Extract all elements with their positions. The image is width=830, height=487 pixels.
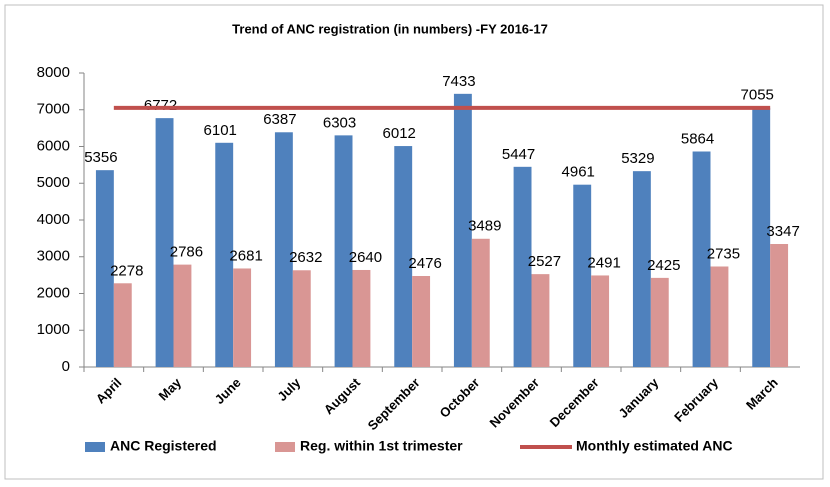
legend-label: ANC Registered [110,438,217,454]
bar [650,277,669,367]
data-label: 5864 [681,130,714,147]
y-tick-label: 5000 [37,174,70,191]
data-label: 6303 [323,114,356,131]
y-tick-label: 8000 [37,64,70,81]
data-label: 4961 [562,164,595,181]
bar [513,166,532,367]
bar [692,151,711,367]
data-label: 5329 [621,150,654,167]
data-label: 6101 [204,122,237,139]
chart-title: Trend of ANC registration (in numbers) -… [232,21,548,36]
data-label: 2425 [647,257,680,274]
data-label: 7433 [442,73,475,90]
data-label: 3347 [766,223,799,240]
y-tick-label: 6000 [37,137,70,154]
legend-label: Monthly estimated ANC [576,438,733,454]
bar [412,276,431,367]
bar [233,268,252,367]
legend-swatch [275,442,295,452]
bar [334,135,353,367]
bar [173,264,192,367]
legend-label: Reg. within 1st trimester [300,438,463,454]
data-label: 2632 [289,249,322,266]
legend-swatch [85,442,105,452]
bar [710,266,729,367]
data-label: 2640 [349,249,382,266]
bar [155,118,174,367]
data-label: 2681 [229,247,262,264]
bar [453,93,472,367]
data-label: 2735 [707,245,740,262]
bar [274,132,293,367]
data-label: 6772 [144,97,177,114]
bar [573,184,592,367]
data-label: 2491 [587,254,620,271]
bar [531,274,550,367]
bar [95,170,114,367]
bar [394,146,413,367]
data-label: 2786 [170,244,203,261]
bar [113,283,132,367]
data-label: 2476 [408,255,441,272]
y-tick-label: 2000 [37,284,70,301]
y-tick-label: 7000 [37,101,70,118]
data-label: 6387 [263,111,296,128]
data-label: 5447 [502,146,535,163]
bar [632,171,651,367]
chart-border [4,4,824,480]
bar [352,269,371,367]
bar [752,107,771,367]
bar [215,142,234,367]
y-tick-label: 0 [62,358,70,375]
y-tick-label: 1000 [37,321,70,338]
data-label: 6012 [383,125,416,142]
bar [292,270,311,367]
data-label: 2278 [110,262,143,279]
data-label: 2527 [528,253,561,270]
bar [471,238,490,367]
y-tick-label: 4000 [37,211,70,228]
bar [770,243,789,367]
data-label: 3489 [468,218,501,235]
data-label: 5356 [84,149,117,166]
data-label: 7055 [741,87,774,104]
bar [591,275,610,367]
y-tick-label: 3000 [37,248,70,265]
